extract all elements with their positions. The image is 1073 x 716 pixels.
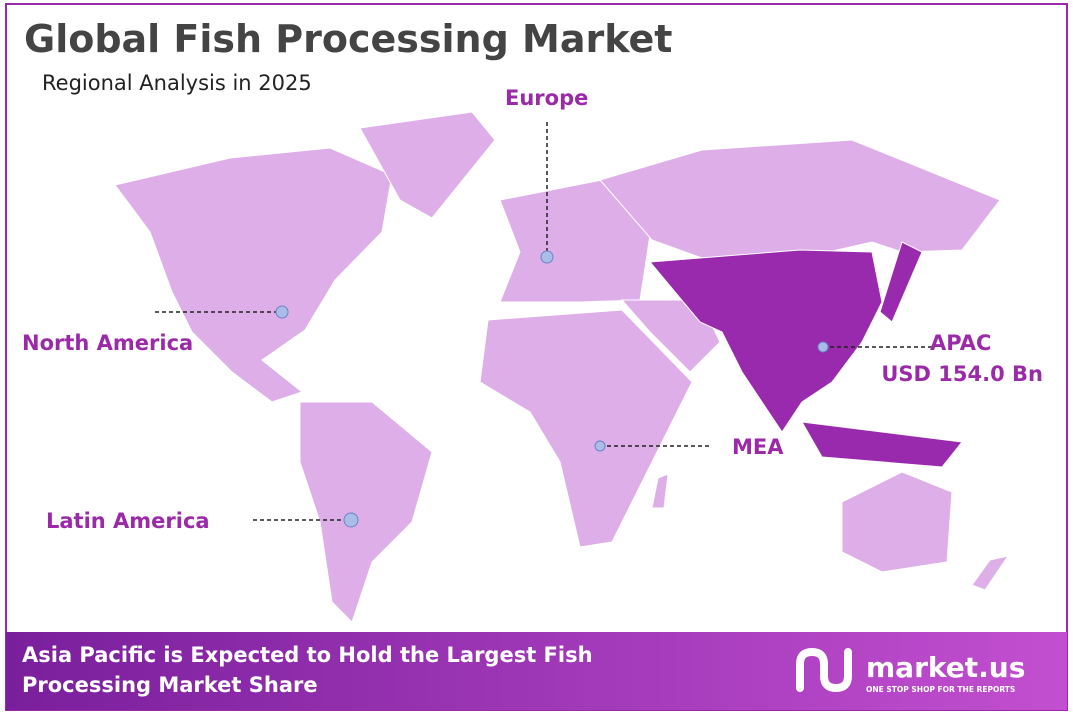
madagascar <box>651 473 669 509</box>
australia <box>841 471 953 573</box>
subtitle: Regional Analysis in 2025 <box>42 71 312 95</box>
africa <box>479 309 693 548</box>
footer-band <box>6 632 1067 710</box>
marker <box>343 512 359 528</box>
japan <box>879 241 923 323</box>
logo: market.us ONE STOP SHOP FOR THE REPORTS <box>796 647 1025 694</box>
greenland <box>359 111 496 219</box>
marker <box>275 305 289 319</box>
marker <box>540 250 554 264</box>
region-label: North America <box>22 331 193 355</box>
brand: market.us <box>866 651 1025 684</box>
region-label: Latin America <box>46 509 210 533</box>
logo-icon <box>796 647 852 693</box>
footer-text: Asia Pacific is Expected to Hold the Lar… <box>22 643 593 697</box>
north-america <box>114 147 393 403</box>
region-value: USD 154.0 Bn <box>881 362 1043 386</box>
world-map <box>114 111 1010 623</box>
south-america <box>299 401 433 623</box>
callouts: North America Europe APAC USD 154.0 Bn M… <box>22 86 1043 533</box>
region-label: APAC <box>930 331 991 355</box>
indonesia <box>801 421 963 468</box>
asia-pacific <box>648 249 883 433</box>
tagline: ONE STOP SHOP FOR THE REPORTS <box>866 685 1015 694</box>
title: Global Fish Processing Market <box>24 17 672 61</box>
marker <box>817 341 829 353</box>
marker <box>594 440 606 452</box>
region-label: Europe <box>505 86 588 110</box>
footer-box: Asia Pacific is Expected to Hold the Lar… <box>22 643 593 697</box>
new-zealand <box>971 555 1010 591</box>
region-label: MEA <box>732 435 784 459</box>
